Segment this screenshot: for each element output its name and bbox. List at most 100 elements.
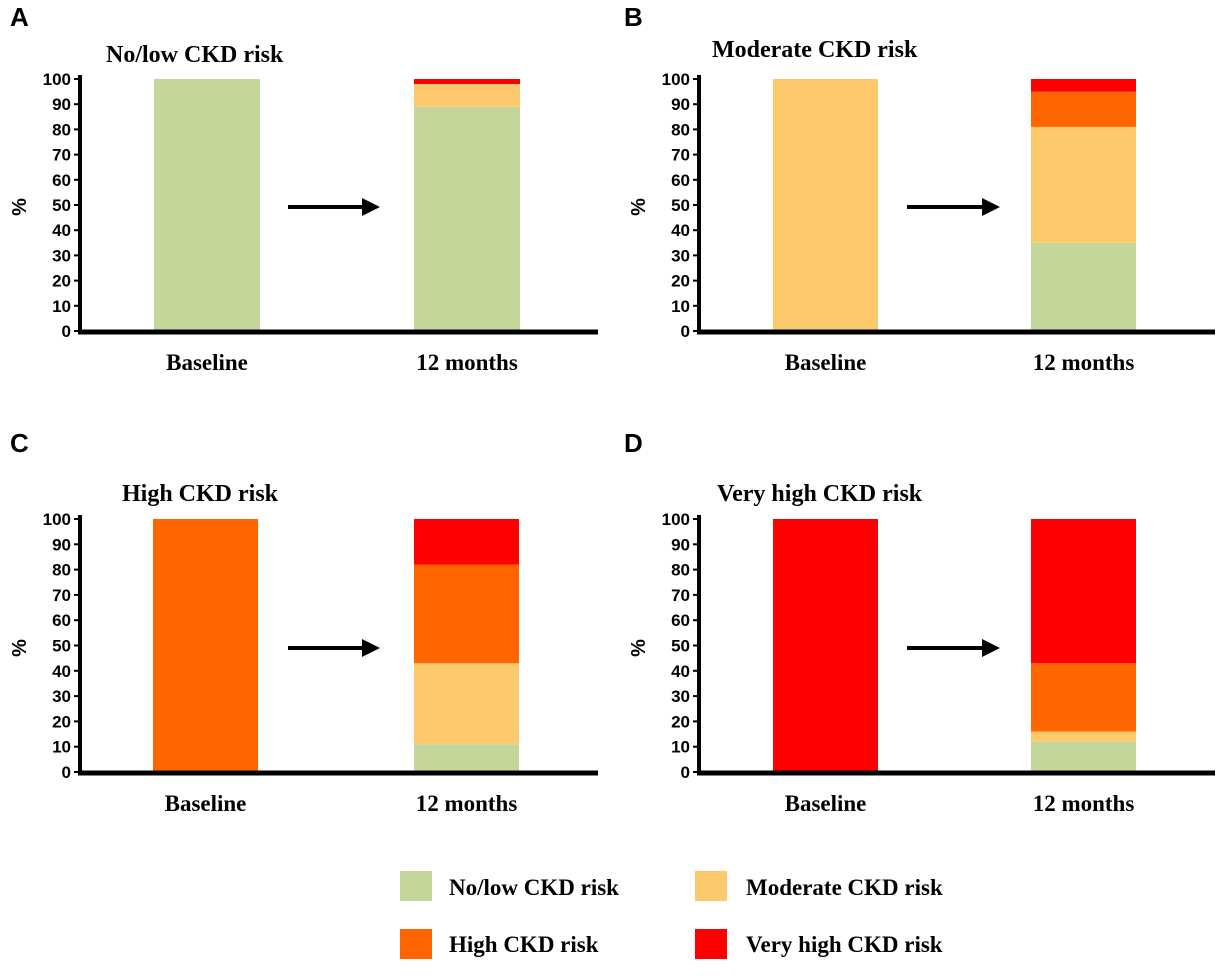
chart-panel-a: A No/low CKD risk Baseline 12 months 0 10 20 30… (9, 2, 598, 375)
legend-label: High CKD risk (449, 932, 599, 957)
y-tick-label: 90 (52, 95, 71, 114)
y-tick-label: 40 (671, 662, 690, 681)
chart-panel-d: D Very high CKD risk Baseline 12 months 0 10 2… (624, 428, 1215, 816)
panel-letter: B (624, 2, 643, 32)
legend-label: No/low CKD risk (449, 875, 619, 900)
bar-segment-12-months-4 (1031, 79, 1136, 92)
bar-segment-12-months-4 (414, 519, 519, 565)
right-arrow-icon (288, 639, 380, 657)
bar-segment-12-months-3 (1031, 663, 1136, 732)
bar-segment-12-months-4 (1031, 519, 1136, 664)
y-tick-label: 40 (52, 221, 71, 240)
legend-item: Very high CKD risk (695, 929, 943, 959)
x-category-label: 12 months (1033, 791, 1135, 816)
x-category-label: Baseline (785, 350, 867, 375)
x-category-label: Baseline (166, 350, 248, 375)
y-tick-label: 70 (52, 146, 71, 165)
bar-segment-baseline-3 (153, 519, 258, 772)
bar-segment-12-months-2 (414, 84, 520, 107)
y-tick-label: 90 (52, 535, 71, 554)
y-tick-label: 30 (52, 687, 71, 706)
y-tick-label: 60 (52, 171, 71, 190)
y-tick-label: 30 (671, 246, 690, 265)
legend-swatch (400, 929, 432, 959)
y-tick-label: 80 (671, 561, 690, 580)
bar-segment-baseline-1 (154, 79, 260, 331)
y-tick-label: 80 (52, 561, 71, 580)
arrow-head (982, 198, 1000, 216)
bar-segment-12-months-1 (414, 106, 520, 331)
y-tick-label: 40 (671, 221, 690, 240)
bar-segment-12-months-2 (1031, 731, 1136, 742)
y-tick-label: 70 (52, 586, 71, 605)
y-tick-label: 10 (671, 738, 690, 757)
y-axis-label: % (628, 198, 650, 216)
bar-segment-12-months-3 (414, 564, 519, 664)
bar-segment-12-months-4 (414, 79, 520, 85)
panel-letter: C (10, 428, 29, 458)
chart-panel-c: C High CKD risk Baseline 12 months 0 10 20 30 40… (9, 428, 598, 816)
bar-segment-baseline-4 (773, 519, 878, 772)
y-tick-label: 30 (52, 246, 71, 265)
legend-swatch (400, 871, 432, 901)
y-tick-label: 20 (52, 272, 71, 291)
y-tick-label: 30 (671, 687, 690, 706)
y-tick-label: 10 (671, 297, 690, 316)
legend-item: Moderate CKD risk (695, 871, 943, 901)
y-tick-label: 60 (52, 611, 71, 630)
y-tick-label: 100 (43, 70, 71, 89)
right-arrow-icon (907, 198, 1000, 216)
legend-swatch (695, 929, 727, 959)
y-axis-label: % (9, 198, 31, 216)
panel-title: Moderate CKD risk (712, 37, 918, 63)
y-tick-label: 100 (662, 510, 690, 529)
panel-title: High CKD risk (122, 481, 279, 507)
y-tick-label: 100 (662, 70, 690, 89)
chart-panel-b: B Moderate CKD risk Baseline 12 months 0 10 20… (624, 2, 1215, 375)
panel-letter: D (624, 428, 643, 458)
y-tick-label: 50 (52, 637, 71, 656)
y-tick-label: 70 (671, 146, 690, 165)
bar-segment-baseline-2 (773, 79, 878, 331)
right-arrow-icon (907, 639, 1000, 657)
y-tick-label: 40 (52, 662, 71, 681)
y-axis-label: % (9, 639, 31, 657)
arrow-head (362, 198, 380, 216)
y-tick-label: 20 (671, 712, 690, 731)
y-tick-label: 0 (62, 322, 71, 341)
x-category-label: 12 months (416, 791, 518, 816)
y-tick-label: 60 (671, 611, 690, 630)
legend-swatch (695, 871, 727, 901)
panel-title: Very high CKD risk (717, 481, 923, 507)
right-arrow-icon (288, 198, 380, 216)
y-tick-label: 80 (52, 120, 71, 139)
y-tick-label: 20 (52, 712, 71, 731)
y-tick-label: 90 (671, 535, 690, 554)
legend-label: Moderate CKD risk (746, 875, 943, 900)
arrow-head (982, 639, 1000, 657)
bar-segment-12-months-1 (1031, 741, 1136, 772)
y-tick-label: 20 (671, 272, 690, 291)
y-tick-label: 0 (681, 763, 690, 782)
bar-segment-12-months-1 (414, 744, 519, 772)
legend-item: No/low CKD risk (400, 871, 619, 901)
arrow-head (362, 639, 380, 657)
y-tick-label: 50 (671, 637, 690, 656)
legend-item: High CKD risk (400, 929, 599, 959)
y-tick-label: 50 (671, 196, 690, 215)
bar-segment-12-months-2 (1031, 126, 1136, 243)
y-tick-label: 0 (681, 322, 690, 341)
legend: No/low CKD risk Moderate CKD risk High CKD… (400, 871, 943, 959)
y-tick-label: 100 (43, 510, 71, 529)
bar-segment-12-months-1 (1031, 242, 1136, 331)
bar-segment-12-months-3 (1031, 91, 1136, 127)
panel-title: No/low CKD risk (106, 42, 284, 68)
y-tick-label: 10 (52, 297, 71, 316)
y-tick-label: 70 (671, 586, 690, 605)
bar-segment-12-months-2 (414, 663, 519, 745)
y-tick-label: 80 (671, 120, 690, 139)
y-tick-label: 60 (671, 171, 690, 190)
x-category-label: Baseline (165, 791, 247, 816)
y-tick-label: 0 (62, 763, 71, 782)
